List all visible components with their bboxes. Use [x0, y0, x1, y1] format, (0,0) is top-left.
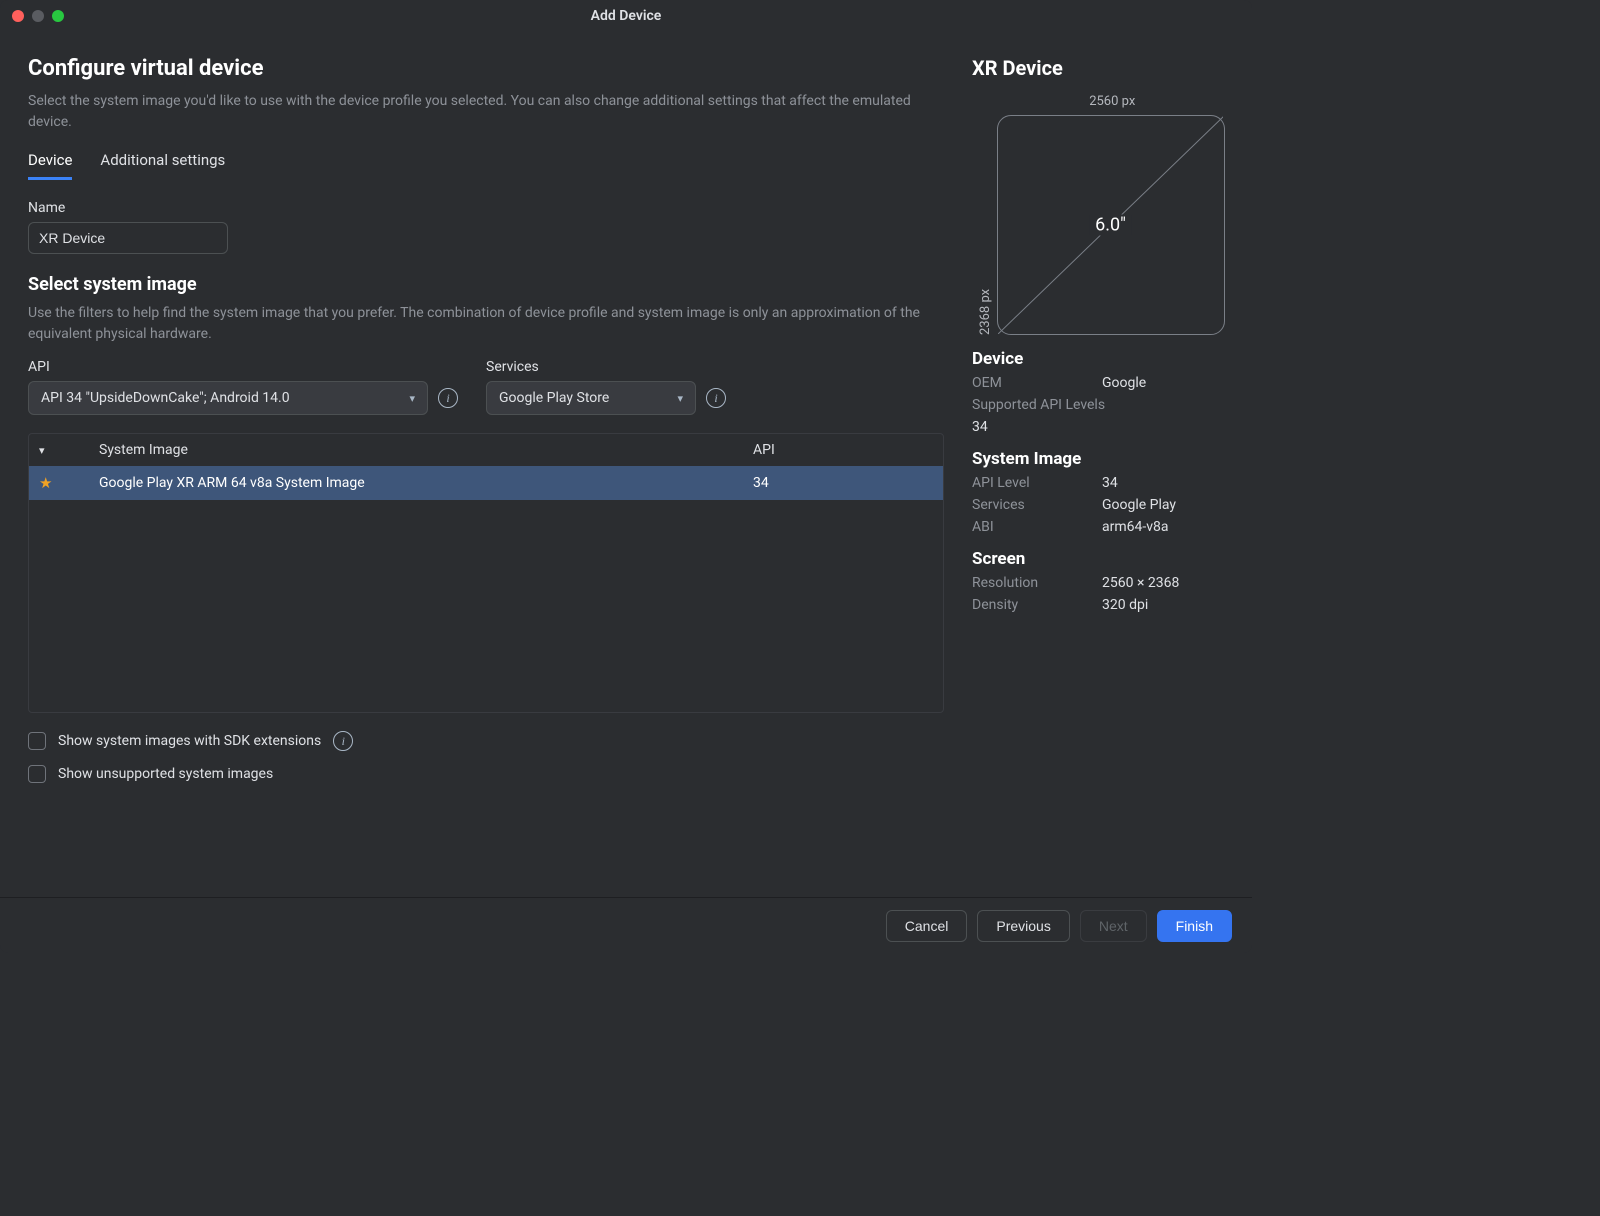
tab-additional-settings[interactable]: Additional settings: [100, 151, 225, 180]
api-filter: API API 34 "UpsideDownCake"; Android 14.…: [28, 359, 458, 415]
resolution-label: Resolution: [972, 575, 1102, 591]
cancel-button[interactable]: Cancel: [886, 910, 968, 942]
finish-button[interactable]: Finish: [1157, 910, 1232, 942]
col-system-image[interactable]: System Image: [99, 442, 753, 458]
oem-label: OEM: [972, 375, 1102, 391]
dialog-content: Configure virtual device Select the syst…: [0, 32, 1252, 897]
services-select-value: Google Play Store: [499, 390, 609, 406]
check-unsupported-label: Show unsupported system images: [58, 766, 273, 782]
tabs: Device Additional settings: [28, 151, 944, 180]
dialog-footer: Cancel Previous Next Finish: [0, 897, 1252, 953]
checkbox-group: Show system images with SDK extensions i…: [28, 731, 944, 783]
check-sdk-ext[interactable]: [28, 732, 46, 750]
api-level-value: 34: [1102, 475, 1228, 491]
check-unsupported[interactable]: [28, 765, 46, 783]
side-panel: XR Device 2560 px 2368 px 6.0" Device OE…: [972, 32, 1252, 897]
api-level-label: API Level: [972, 475, 1102, 491]
abi-value: arm64-v8a: [1102, 519, 1228, 535]
api-filter-label: API: [28, 359, 458, 375]
row-api: 34: [753, 475, 933, 491]
page-subtitle: Select the system image you'd like to us…: [28, 91, 944, 133]
chevron-down-icon: ▾: [677, 392, 683, 405]
api-levels-label: Supported API Levels: [972, 397, 1228, 413]
preview-width-label: 2560 px: [997, 94, 1229, 115]
preview-diagonal-label: 6.0": [1089, 215, 1132, 236]
window-title: Add Device: [0, 8, 1252, 24]
api-select-value: API 34 "UpsideDownCake"; Android 14.0: [41, 390, 290, 406]
api-levels-value: 34: [972, 419, 1228, 435]
close-window-button[interactable]: [12, 10, 24, 22]
oem-value: Google: [1102, 375, 1228, 391]
side-sysimg-kv: API Level 34 Services Google Play ABI ar…: [972, 475, 1228, 535]
filters-row: API API 34 "UpsideDownCake"; Android 14.…: [28, 359, 944, 415]
collapse-icon[interactable]: ▾: [39, 444, 99, 457]
tab-device[interactable]: Device: [28, 151, 72, 180]
density-value: 320 dpi: [1102, 597, 1228, 613]
side-title: XR Device: [972, 56, 1228, 80]
check-sdk-ext-row: Show system images with SDK extensions i: [28, 731, 944, 751]
next-button: Next: [1080, 910, 1147, 942]
check-unsupported-row: Show unsupported system images: [28, 765, 944, 783]
table-row[interactable]: ★ Google Play XR ARM 64 v8a System Image…: [29, 466, 943, 500]
side-device-heading: Device: [972, 349, 1228, 369]
dialog-window: Add Device Configure virtual device Sele…: [0, 0, 1252, 953]
resolution-value: 2560 × 2368: [1102, 575, 1228, 591]
preview-height-label: 2368 px: [972, 115, 997, 335]
services-select[interactable]: Google Play Store ▾: [486, 381, 696, 415]
sdk-ext-info-icon[interactable]: i: [333, 731, 353, 751]
previous-button[interactable]: Previous: [977, 910, 1069, 942]
side-screen-kv: Resolution 2560 × 2368 Density 320 dpi: [972, 575, 1228, 613]
services-info-icon[interactable]: i: [706, 388, 726, 408]
table-header: ▾ System Image API: [29, 434, 943, 466]
main-panel: Configure virtual device Select the syst…: [0, 32, 972, 897]
name-label: Name: [28, 200, 944, 216]
page-title: Configure virtual device: [28, 56, 944, 81]
api-info-icon[interactable]: i: [438, 388, 458, 408]
abi-label: ABI: [972, 519, 1102, 535]
side-device-kv: OEM Google Supported API Levels 34: [972, 375, 1228, 435]
col-api[interactable]: API: [753, 442, 933, 458]
system-image-table: ▾ System Image API ★ Google Play XR ARM …: [28, 433, 944, 713]
api-select[interactable]: API 34 "UpsideDownCake"; Android 14.0 ▾: [28, 381, 428, 415]
services-filter-label: Services: [486, 359, 726, 375]
chevron-down-icon: ▾: [409, 392, 415, 405]
device-preview: 2560 px 2368 px 6.0": [972, 94, 1228, 335]
services-value: Google Play: [1102, 497, 1228, 513]
window-controls: [0, 10, 64, 22]
system-image-heading: Select system image: [28, 274, 944, 295]
star-icon: ★: [39, 474, 99, 492]
zoom-window-button[interactable]: [52, 10, 64, 22]
preview-box: 6.0": [997, 115, 1225, 335]
services-label: Services: [972, 497, 1102, 513]
row-image-name: Google Play XR ARM 64 v8a System Image: [99, 475, 753, 491]
check-sdk-ext-label: Show system images with SDK extensions: [58, 733, 321, 749]
titlebar: Add Device: [0, 0, 1252, 32]
device-name-input[interactable]: [28, 222, 228, 254]
side-screen-heading: Screen: [972, 549, 1228, 569]
minimize-window-button[interactable]: [32, 10, 44, 22]
side-sysimg-heading: System Image: [972, 449, 1228, 469]
services-filter: Services Google Play Store ▾ i: [486, 359, 726, 415]
density-label: Density: [972, 597, 1102, 613]
system-image-desc: Use the filters to help find the system …: [28, 303, 944, 345]
